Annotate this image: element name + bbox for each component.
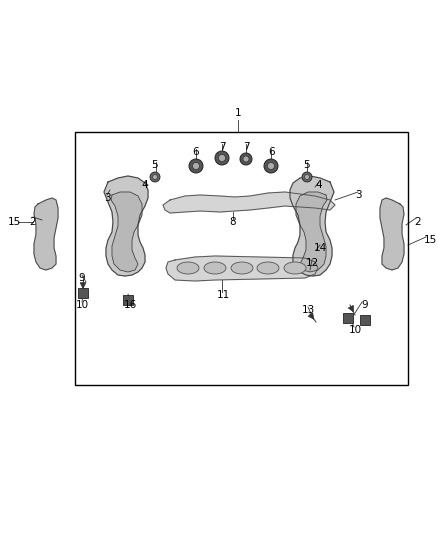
Circle shape — [192, 163, 199, 169]
Text: 11: 11 — [216, 290, 230, 300]
Text: 4: 4 — [316, 180, 322, 190]
Text: 14: 14 — [313, 243, 327, 253]
Text: 3: 3 — [355, 190, 361, 200]
Text: 8: 8 — [230, 217, 237, 227]
Circle shape — [268, 163, 275, 169]
Text: 4: 4 — [141, 180, 148, 190]
Polygon shape — [166, 256, 318, 281]
Text: 2: 2 — [30, 217, 36, 227]
Circle shape — [304, 174, 310, 180]
Ellipse shape — [204, 262, 226, 274]
Text: 10: 10 — [349, 325, 361, 335]
Text: 2: 2 — [415, 217, 421, 227]
Text: 7: 7 — [219, 142, 225, 152]
Polygon shape — [163, 192, 335, 213]
Circle shape — [150, 172, 160, 182]
Text: 5: 5 — [304, 160, 310, 170]
Circle shape — [302, 172, 312, 182]
Circle shape — [243, 156, 249, 162]
Polygon shape — [104, 176, 148, 276]
Text: 1: 1 — [235, 108, 241, 118]
Polygon shape — [111, 192, 142, 272]
Text: 13: 13 — [301, 305, 314, 315]
Bar — [360, 315, 370, 325]
Text: 15: 15 — [7, 217, 21, 227]
Polygon shape — [290, 176, 334, 276]
Text: 3: 3 — [104, 193, 110, 203]
Bar — [78, 288, 88, 298]
Ellipse shape — [177, 262, 199, 274]
Polygon shape — [34, 198, 58, 270]
Text: 6: 6 — [193, 147, 199, 157]
Ellipse shape — [257, 262, 279, 274]
Text: 7: 7 — [243, 142, 249, 152]
Text: 6: 6 — [268, 147, 276, 157]
Bar — [123, 295, 133, 305]
Circle shape — [264, 159, 278, 173]
Polygon shape — [380, 198, 404, 270]
Circle shape — [240, 153, 252, 165]
Circle shape — [219, 155, 226, 161]
Circle shape — [189, 159, 203, 173]
Text: 9: 9 — [79, 273, 85, 283]
Text: 10: 10 — [75, 300, 88, 310]
Ellipse shape — [284, 262, 306, 274]
Circle shape — [152, 174, 158, 180]
Bar — [343, 313, 353, 323]
Text: 15: 15 — [424, 235, 437, 245]
Polygon shape — [296, 192, 327, 272]
Bar — [75, 132, 408, 385]
Text: 16: 16 — [124, 300, 137, 310]
Text: 12: 12 — [305, 258, 318, 268]
Text: 9: 9 — [362, 300, 368, 310]
Ellipse shape — [231, 262, 253, 274]
Circle shape — [215, 151, 229, 165]
Text: 5: 5 — [152, 160, 158, 170]
